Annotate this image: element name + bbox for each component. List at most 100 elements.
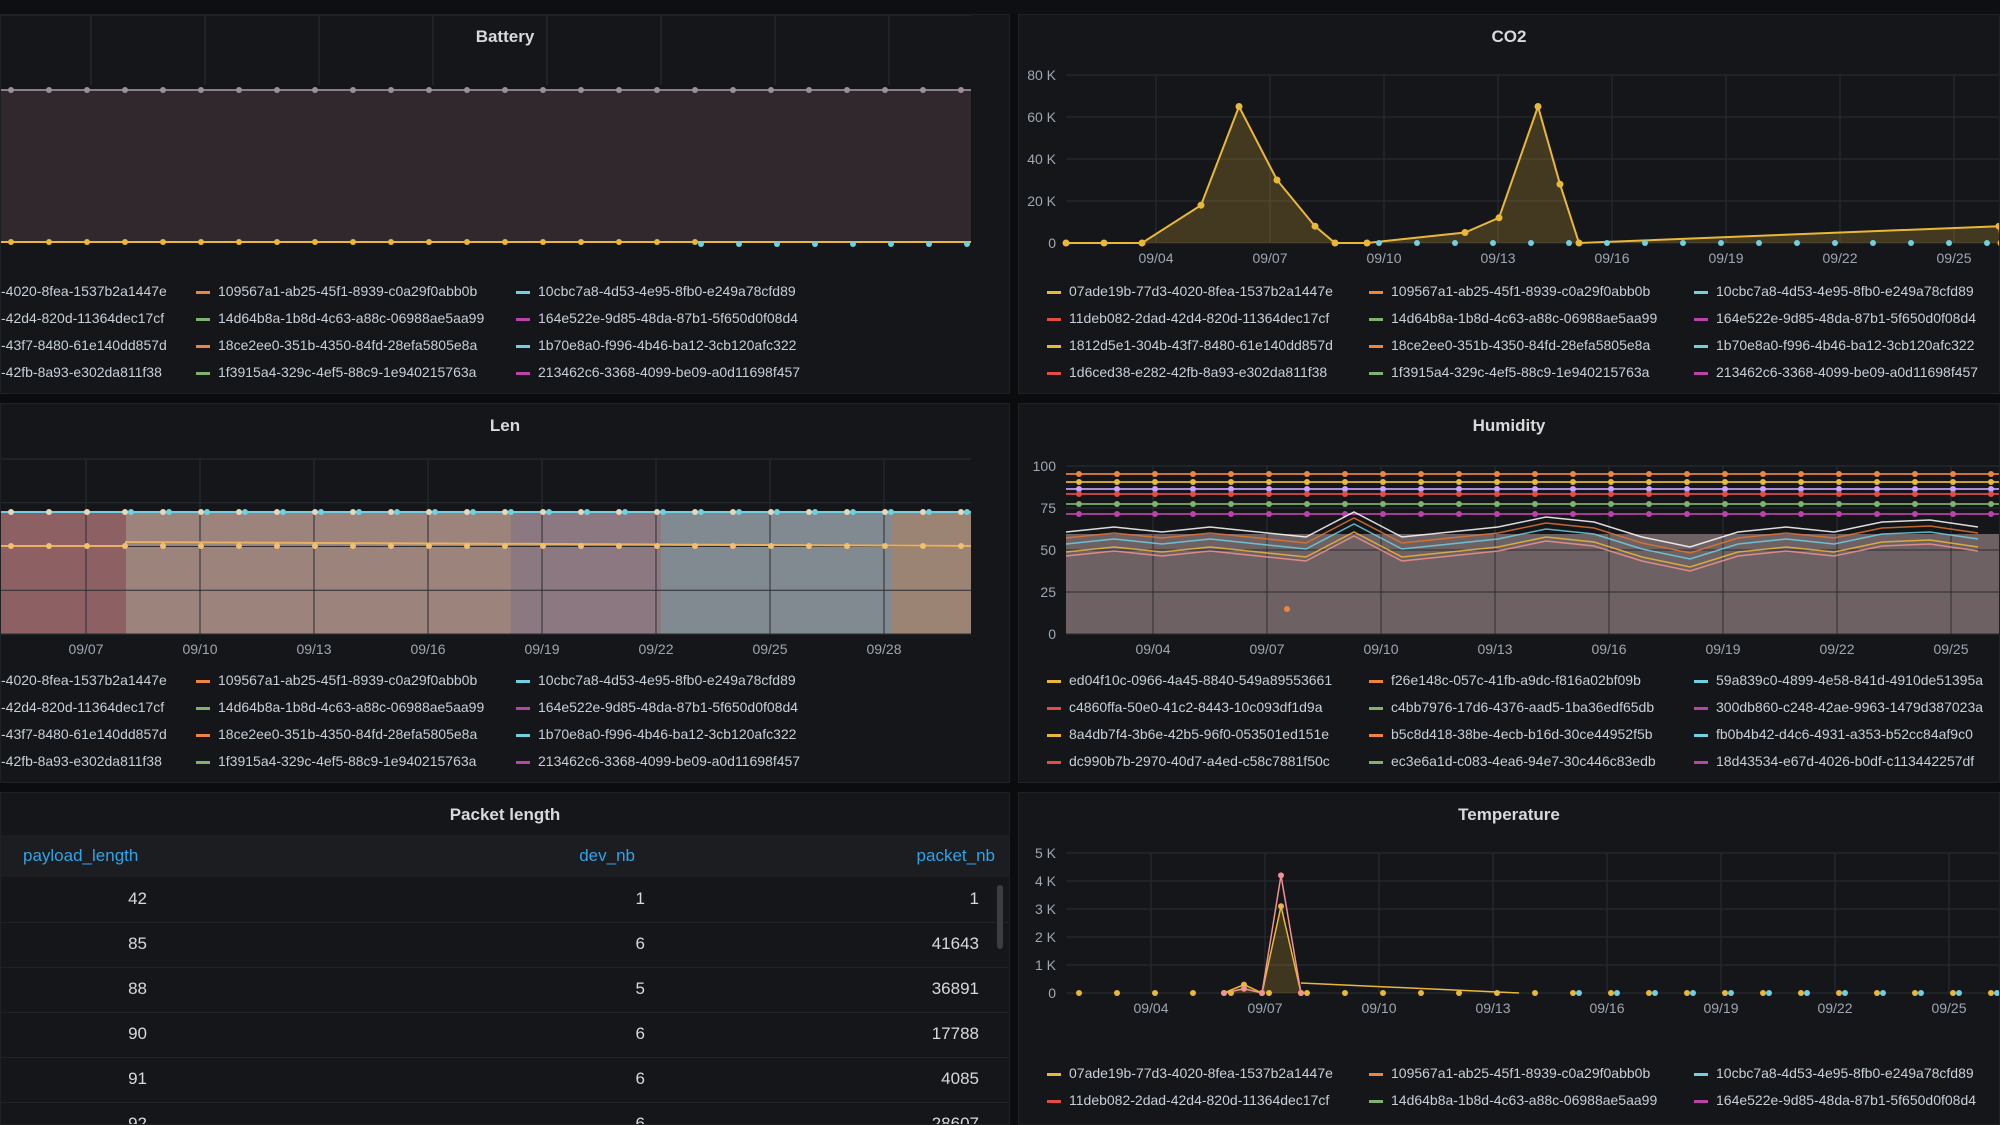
data-point	[1534, 103, 1542, 110]
legend-item[interactable]: 109567a1-ab25-45f1-8939-c0a29f0abb0b	[196, 283, 477, 299]
legend-item[interactable]: 1b70e8a0-f996-4b46-ba12-3cb120afc322	[516, 337, 796, 353]
panel-title[interactable]: Temperature	[1458, 805, 1560, 824]
column-header-dev-nb[interactable]: dev_nb	[579, 846, 635, 865]
legend-label: ec3e6a1d-c083-4ea6-94e7-30c446c83edb	[1391, 753, 1656, 769]
legend-item[interactable]: c4bb7976-17d6-4376-aad5-1ba36edf65db	[1369, 699, 1654, 715]
data-point	[1798, 491, 1804, 497]
legend-item[interactable]: -42fb-8a93-e302da811f38	[1, 753, 162, 769]
data-point	[1418, 501, 1424, 507]
legend-item[interactable]: 14d64b8a-1b8d-4c63-a88c-06988ae5aa99	[1369, 1092, 1657, 1108]
data-point	[1950, 486, 1956, 492]
column-header-payload-length[interactable]: payload_length	[23, 846, 139, 865]
legend-item[interactable]: b5c8d418-38be-4ecb-b16d-30ce44952f5b	[1369, 726, 1653, 742]
legend-item[interactable]: ed04f10c-0966-4a45-8840-549a89553661	[1047, 672, 1332, 688]
legend-item[interactable]: 10cbc7a8-4d53-4e95-8fb0-e249a78cfd89	[1694, 283, 1974, 299]
data-point	[1494, 990, 1500, 996]
legend-item[interactable]: 1b70e8a0-f996-4b46-ba12-3cb120afc322	[516, 726, 796, 742]
legend-item[interactable]: 11deb082-2dad-42d4-820d-11364dec17cf	[1047, 310, 1329, 326]
x-tick-label: 09/19	[1708, 250, 1743, 266]
legend-item[interactable]: c4860ffa-50e0-41c2-8443-10c093df1d9a	[1047, 699, 1323, 715]
data-point	[844, 543, 850, 549]
legend-item[interactable]: 14d64b8a-1b8d-4c63-a88c-06988ae5aa99	[196, 699, 484, 715]
legend-item[interactable]: 1b70e8a0-f996-4b46-ba12-3cb120afc322	[1694, 337, 1974, 353]
scrollbar[interactable]	[997, 885, 1003, 949]
legend-item[interactable]: 10cbc7a8-4d53-4e95-8fb0-e249a78cfd89	[516, 672, 796, 688]
table-row[interactable]: 88 5 36891	[1, 967, 1009, 1013]
legend-item[interactable]: 1d6ced38-e282-42fb-8a93-e302da811f38	[1047, 364, 1327, 380]
data-point	[920, 87, 926, 93]
panel-title[interactable]: Packet length	[449, 805, 561, 824]
legend-item[interactable]: 164e522e-9d85-48da-87b1-5f650d0f08d4	[516, 310, 798, 326]
panel-title[interactable]: CO2	[1491, 27, 1527, 46]
data-point	[1912, 486, 1918, 492]
data-point	[1760, 479, 1766, 485]
cell-packet-nb: 28607	[931, 1114, 979, 1125]
legend-item[interactable]: -42fb-8a93-e302da811f38	[1, 364, 162, 380]
legend-item[interactable]: 07ade19b-77d3-4020-8fea-1537b2a1447e	[1047, 283, 1333, 299]
data-point	[280, 509, 286, 515]
legend-item[interactable]: -4020-8fea-1537b2a1447e	[1, 283, 167, 299]
table-row[interactable]: 90 6 17788	[1, 1012, 1009, 1058]
legend-item[interactable]: 59a839c0-4899-4e58-841d-4910de51395a	[1694, 672, 1983, 688]
legend-item[interactable]: 10cbc7a8-4d53-4e95-8fb0-e249a78cfd89	[1694, 1065, 1974, 1081]
data-point	[1221, 990, 1227, 996]
legend-item[interactable]: -42d4-820d-11364dec17cf	[1, 699, 164, 715]
legend-item[interactable]: 164e522e-9d85-48da-87b1-5f650d0f08d4	[1694, 1092, 1976, 1108]
legend-item[interactable]: 213462c6-3368-4099-be09-a0d11698f457	[516, 753, 800, 769]
legend-item[interactable]: dc990b7b-2970-40d7-a4ed-c58c7881f50c	[1047, 753, 1330, 769]
legend-item[interactable]: 18d43534-e67d-4026-b0df-c113442257df	[1694, 753, 1974, 769]
table-row[interactable]: 85 6 41643	[1, 922, 1009, 968]
legend-swatch	[1047, 679, 1061, 683]
column-header-packet-nb[interactable]: packet_nb	[916, 846, 995, 865]
table-row[interactable]: 42 1 1	[1, 877, 1009, 923]
legend-item[interactable]: 07ade19b-77d3-4020-8fea-1537b2a1447e	[1047, 1065, 1333, 1081]
legend-item[interactable]: -42d4-820d-11364dec17cf	[1, 310, 164, 326]
legend-item[interactable]: -43f7-8480-61e140dd857d	[1, 726, 167, 742]
legend-item[interactable]: fb0b4b42-d4c6-4931-a353-b52cc84af9c0	[1694, 726, 1973, 742]
legend-item[interactable]: 14d64b8a-1b8d-4c63-a88c-06988ae5aa99	[196, 310, 484, 326]
len-chart: 09/07 09/10 09/13 09/16 09/19 09/22 09/25 09/28	[1, 458, 972, 657]
panel-title[interactable]: Len	[489, 416, 521, 435]
legend-item[interactable]: 1812d5e1-304b-43f7-8480-61e140dd857d	[1047, 337, 1333, 353]
legend-item[interactable]: 1f3915a4-329c-4ef5-88c9-1e940215763a	[196, 364, 476, 380]
legend-item[interactable]: 213462c6-3368-4099-be09-a0d11698f457	[1694, 364, 1978, 380]
legend-item[interactable]: 213462c6-3368-4099-be09-a0d11698f457	[516, 364, 800, 380]
data-point	[1490, 240, 1496, 246]
legend-item[interactable]: 10cbc7a8-4d53-4e95-8fb0-e249a78cfd89	[516, 283, 796, 299]
legend-item[interactable]: -4020-8fea-1537b2a1447e	[1, 672, 167, 688]
legend-item[interactable]: 11deb082-2dad-42d4-820d-11364dec17cf	[1047, 1092, 1329, 1108]
legend-item[interactable]: 1f3915a4-329c-4ef5-88c9-1e940215763a	[196, 753, 476, 769]
data-point	[1912, 990, 1918, 996]
legend-item[interactable]: 18ce2ee0-351b-4350-84fd-28efa5805e8a	[196, 337, 477, 353]
legend-item[interactable]: -43f7-8480-61e140dd857d	[1, 337, 167, 353]
legend-item[interactable]: 109567a1-ab25-45f1-8939-c0a29f0abb0b	[1369, 1065, 1650, 1081]
table-row[interactable]: 91 6 4085	[1, 1057, 1009, 1103]
data-point	[84, 239, 90, 245]
cell-dev-nb: 6	[635, 1114, 645, 1125]
legend-item[interactable]: 300db860-c248-42ae-9963-1479d387023a	[1694, 699, 1983, 715]
legend-item[interactable]: 109567a1-ab25-45f1-8939-c0a29f0abb0b	[1369, 283, 1650, 299]
legend-label: 18ce2ee0-351b-4350-84fd-28efa5805e8a	[218, 726, 478, 742]
data-point	[1652, 990, 1658, 996]
legend-item[interactable]: f26e148c-057c-41fb-a9dc-f816a02bf09b	[1369, 672, 1641, 688]
legend-swatch	[1369, 733, 1383, 737]
data-point	[1608, 491, 1614, 497]
legend-item[interactable]: ec3e6a1d-c083-4ea6-94e7-30c446c83edb	[1369, 753, 1656, 769]
panel-title[interactable]: Battery	[475, 27, 535, 46]
data-point	[1152, 511, 1158, 517]
data-point	[274, 87, 280, 93]
panel-title[interactable]: Humidity	[1472, 416, 1546, 435]
legend-item[interactable]: 109567a1-ab25-45f1-8939-c0a29f0abb0b	[196, 672, 477, 688]
area-fill	[1, 512, 126, 634]
legend-item[interactable]: 8a4db7f4-3b6e-42b5-96f0-053501ed151e	[1047, 726, 1329, 742]
legend-row: -42fb-8a93-e302da811f38 1f3915a4-329c-4ef…	[1, 753, 1009, 775]
legend-item[interactable]: 164e522e-9d85-48da-87b1-5f650d0f08d4	[1694, 310, 1976, 326]
legend-item[interactable]: 1f3915a4-329c-4ef5-88c9-1e940215763a	[1369, 364, 1649, 380]
legend-item[interactable]: 14d64b8a-1b8d-4c63-a88c-06988ae5aa99	[1369, 310, 1657, 326]
legend-swatch	[1047, 760, 1061, 764]
legend-item[interactable]: 18ce2ee0-351b-4350-84fd-28efa5805e8a	[196, 726, 477, 742]
legend-item[interactable]: 164e522e-9d85-48da-87b1-5f650d0f08d4	[516, 699, 798, 715]
table-row[interactable]: 92 6 28607	[1, 1102, 1009, 1125]
legend-item[interactable]: 18ce2ee0-351b-4350-84fd-28efa5805e8a	[1369, 337, 1650, 353]
area-fill	[126, 512, 511, 634]
